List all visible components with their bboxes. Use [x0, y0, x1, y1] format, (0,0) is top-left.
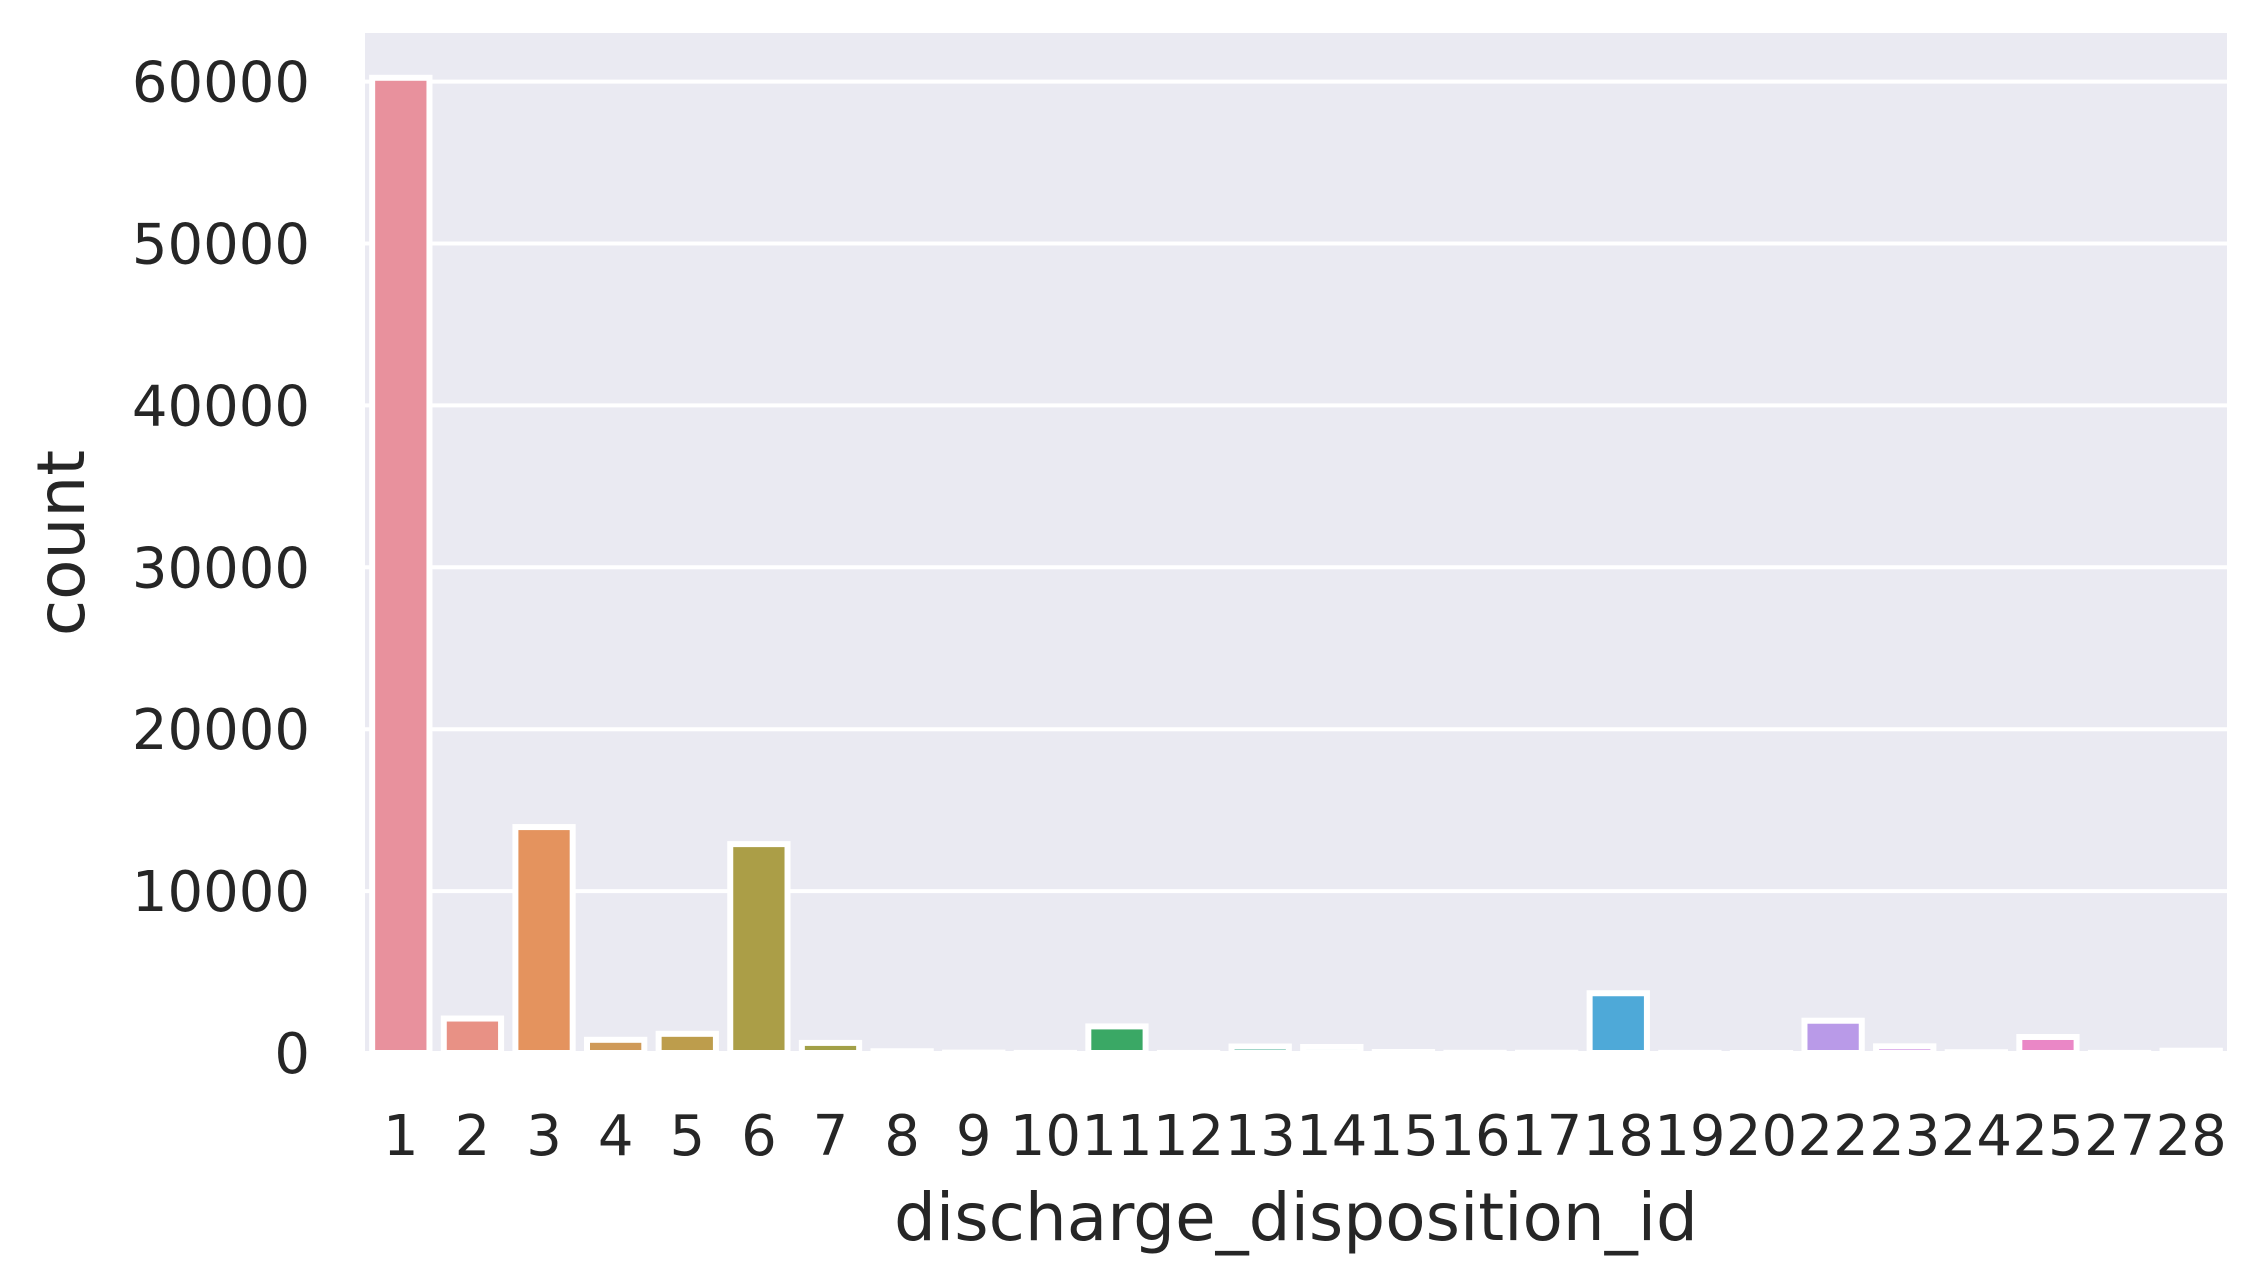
- y-tick-label: 30000: [132, 536, 310, 601]
- x-tick-label: 9: [956, 1104, 992, 1169]
- x-tick-label: 5: [669, 1104, 705, 1169]
- bar-6: [727, 841, 791, 1056]
- x-tick-label: 8: [884, 1104, 920, 1169]
- bar-13: [1228, 1043, 1292, 1057]
- x-tick-label: 20: [1726, 1104, 1797, 1169]
- y-tick-label: 50000: [132, 212, 310, 277]
- x-tick-label: 15: [1368, 1104, 1439, 1169]
- bar-7: [798, 1039, 863, 1056]
- x-tick-label: 24: [1941, 1104, 2012, 1169]
- y-tick-label: 60000: [132, 51, 310, 116]
- x-tick-label: 19: [1654, 1104, 1725, 1169]
- y-axis-ticks: 0 10000 20000 30000 40000 50000 60000: [132, 51, 310, 1087]
- x-tick-label: 23: [1869, 1104, 1940, 1169]
- x-axis-ticks: 1 2 3 4 5 6 7 8 9 10 11 12 13 14 15 16 17 18 19 20 22 23 24 25 2…: [383, 1104, 2227, 1169]
- bar-24: [1944, 1049, 2008, 1057]
- x-tick-label: 18: [1583, 1104, 1654, 1169]
- plot-area-background: [365, 33, 2227, 1053]
- bar-4: [584, 1036, 648, 1057]
- bar-8: [870, 1048, 934, 1057]
- bar-23: [1873, 1043, 1937, 1056]
- bar-25: [2016, 1033, 2080, 1057]
- x-tick-label: 3: [526, 1104, 562, 1169]
- bar-2: [440, 1015, 505, 1057]
- x-tick-label: 4: [598, 1104, 634, 1169]
- bar-15: [1371, 1048, 1436, 1056]
- x-tick-label: 2: [455, 1104, 491, 1169]
- x-tick-label: 17: [1511, 1104, 1582, 1169]
- x-tick-label: 10: [1010, 1104, 1081, 1169]
- bar-1: [369, 74, 433, 1057]
- x-tick-label: 11: [1081, 1104, 1152, 1169]
- gridlines: [365, 79, 2227, 1055]
- x-tick-label: 12: [1153, 1104, 1224, 1169]
- x-tick-label: 28: [2156, 1104, 2227, 1169]
- bar-22: [1801, 1017, 1865, 1056]
- x-tick-label: 27: [2084, 1104, 2155, 1169]
- x-tick-label: 22: [1797, 1104, 1868, 1169]
- y-axis-label: count: [23, 450, 100, 636]
- y-tick-label: 0: [274, 1022, 310, 1087]
- bar-18: [1586, 990, 1650, 1057]
- x-tick-label: 6: [741, 1104, 777, 1169]
- x-tick-label: 13: [1225, 1104, 1296, 1169]
- bars-group: [369, 74, 2223, 1057]
- x-tick-label: 7: [813, 1104, 849, 1169]
- x-tick-label: 25: [2012, 1104, 2083, 1169]
- y-tick-label: 10000: [132, 860, 310, 925]
- bar-11: [1085, 1023, 1149, 1057]
- bar-3: [512, 824, 576, 1057]
- bar-28: [2159, 1047, 2223, 1056]
- x-axis-label: discharge_disposition_id: [894, 1179, 1698, 1256]
- bar-5: [655, 1030, 719, 1056]
- x-tick-label: 14: [1296, 1104, 1367, 1169]
- bar-14: [1300, 1043, 1364, 1057]
- x-tick-label: 16: [1439, 1104, 1510, 1169]
- y-tick-label: 40000: [132, 374, 310, 439]
- y-tick-label: 20000: [132, 698, 310, 763]
- x-tick-label: 1: [383, 1104, 419, 1169]
